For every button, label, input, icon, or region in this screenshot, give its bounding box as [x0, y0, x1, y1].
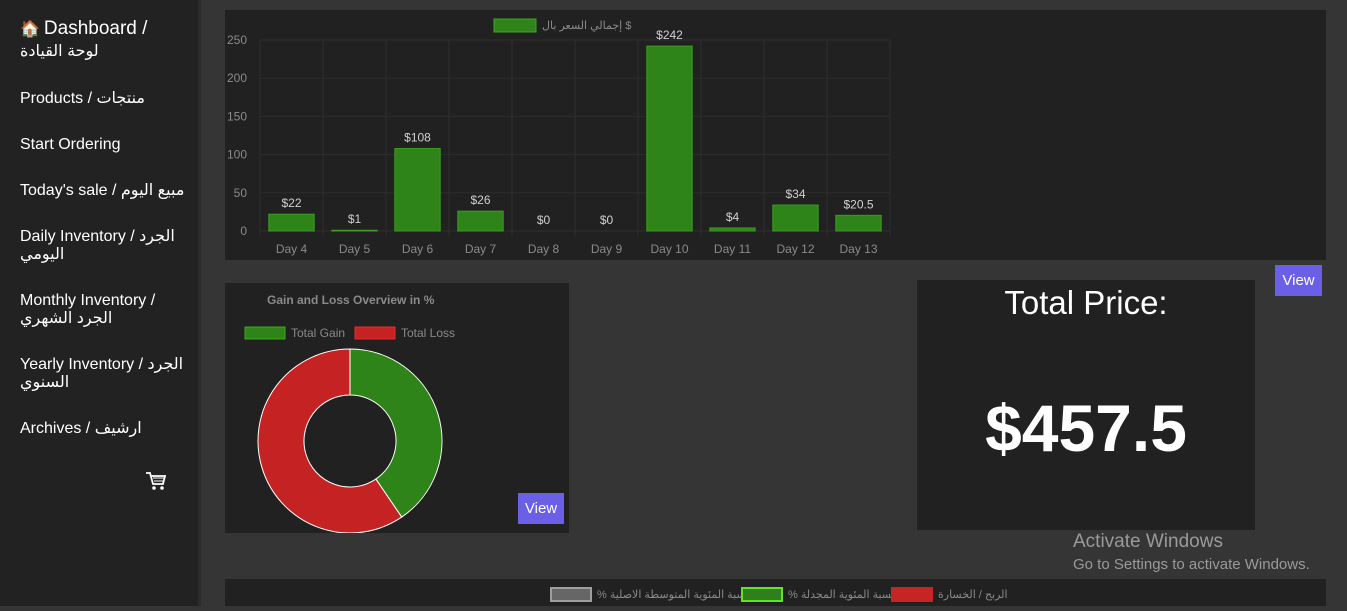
bar-data-label: $0 [600, 213, 614, 227]
dashboard-title: Dashboard / [43, 18, 148, 39]
bar-ytick-label: 50 [234, 186, 248, 200]
sidebar: 🏠 Dashboard / لوحة القيادة Products / منت… [0, 0, 201, 606]
dashboard-title-ar: لوحة القيادة [20, 43, 99, 60]
bar-data-label: $26 [470, 193, 490, 207]
bar-legend-label: إجمالي السعر بال $ [542, 20, 631, 32]
donut-slice-gain[interactable] [349, 348, 443, 518]
bar-xtick-label: Day 4 [276, 242, 308, 256]
bar-ytick-label: 200 [227, 71, 247, 85]
total-price-panel: Total Price: $457.5 [917, 280, 1255, 530]
bar-data-label: $34 [785, 187, 805, 201]
bar-xtick-label: Day 12 [776, 242, 814, 256]
bar-xtick-label: Day 9 [591, 242, 623, 256]
bar-view-button[interactable]: View [1275, 265, 1322, 296]
bar-data-label: $242 [656, 28, 683, 42]
activate-windows-subtitle: Go to Settings to activate Windows. [1073, 556, 1310, 573]
bottom-legend-label-adjusted: % النسبة المئوية المجدلة [788, 589, 901, 601]
bar-data-label: $20.5 [843, 197, 873, 211]
bar-data-label: $1 [348, 212, 362, 226]
bar-ytick-label: 250 [227, 33, 247, 47]
bar-xtick-label: Day 13 [839, 242, 877, 256]
bar-data-label: $22 [281, 196, 301, 210]
bottom-chart-panel: % النسبة المئوية المتوسطة الاصلية % النس… [225, 579, 1326, 606]
bar[interactable] [268, 213, 315, 232]
donut-chart: Gain and Loss Overview in % Total Gain T… [244, 293, 455, 534]
bar[interactable] [394, 147, 441, 232]
sidebar-item-archives[interactable]: Archives / ارشيف [20, 420, 142, 437]
bar[interactable] [457, 210, 504, 232]
bar-data-label: $0 [537, 213, 551, 227]
sidebar-item-todays-sale[interactable]: Today's sale / مبيع اليوم [20, 182, 185, 199]
loss-legend-swatch [354, 326, 396, 340]
loss-legend-label: Total Loss [401, 326, 455, 340]
bottom-legend-swatch-original [550, 587, 592, 602]
bar-xtick-label: Day 10 [650, 242, 688, 256]
bar-xtick-label: Day 11 [714, 242, 751, 256]
bar-xtick-label: Day 6 [402, 242, 434, 256]
bottom-legend-swatch-adjusted [741, 587, 783, 602]
bar-chart-panel: إجمالي السعر بال $ 0 50 100 150 200 250 $22 Da… [225, 10, 1326, 260]
bar[interactable] [835, 214, 882, 232]
bar-data-label: $4 [726, 210, 740, 224]
bar-chart: إجمالي السعر بال $ 0 50 100 150 200 250 $22 Da… [227, 18, 891, 256]
donut-slice-loss[interactable] [257, 348, 403, 534]
sidebar-item-yearly-inventory[interactable]: Yearly Inventory / الجرد السنوي [20, 356, 184, 391]
bar[interactable] [331, 229, 378, 232]
donut-view-button[interactable]: View [518, 493, 564, 524]
sidebar-item-start-ordering[interactable]: Start Ordering [20, 136, 121, 153]
bottom-legend-swatch-profit-loss [891, 587, 933, 602]
bar-xtick-label: Day 5 [339, 242, 371, 256]
sidebar-item-daily-inventory[interactable]: Daily Inventory / الجرد اليومي [20, 228, 175, 263]
sidebar-item-products[interactable]: Products / منتجات [20, 90, 145, 107]
bar-data-label: $108 [404, 130, 431, 144]
bottom-legend-label-original: % النسبة المئوية المتوسطة الاصلية [597, 589, 756, 601]
gain-legend-label: Total Gain [291, 326, 345, 340]
sidebar-item-dashboard[interactable]: 🏠 Dashboard / لوحة القيادة [20, 18, 190, 62]
bar-ytick-label: 150 [227, 109, 247, 123]
activate-windows-title: Activate Windows [1073, 531, 1223, 552]
donut-title: Gain and Loss Overview in % [267, 293, 435, 307]
bar[interactable] [709, 227, 756, 232]
bar[interactable] [772, 204, 819, 232]
bar-ytick-label: 100 [227, 148, 247, 162]
total-price-value: $457.5 [985, 391, 1187, 465]
bar-ytick-label: 0 [240, 224, 247, 238]
cart-icon[interactable] [145, 470, 167, 492]
bar-xtick-label: Day 8 [528, 242, 560, 256]
bar-xtick-label: Day 7 [465, 242, 497, 256]
total-price-label: Total Price: [1004, 284, 1168, 321]
gain-legend-swatch [244, 326, 286, 340]
bar[interactable] [646, 45, 693, 232]
bottom-chart-legend: % النسبة المئوية المتوسطة الاصلية % النس… [550, 587, 1008, 602]
donut-chart-panel: Gain and Loss Overview in % Total Gain T… [225, 283, 569, 534]
bottom-legend-label-profit-loss: الربح / الخسارة [938, 589, 1008, 601]
house-icon: 🏠 [20, 21, 40, 38]
sidebar-item-monthly-inventory[interactable]: Monthly Inventory / الجرد الشهري [20, 292, 156, 327]
bar-legend-swatch [493, 18, 537, 33]
